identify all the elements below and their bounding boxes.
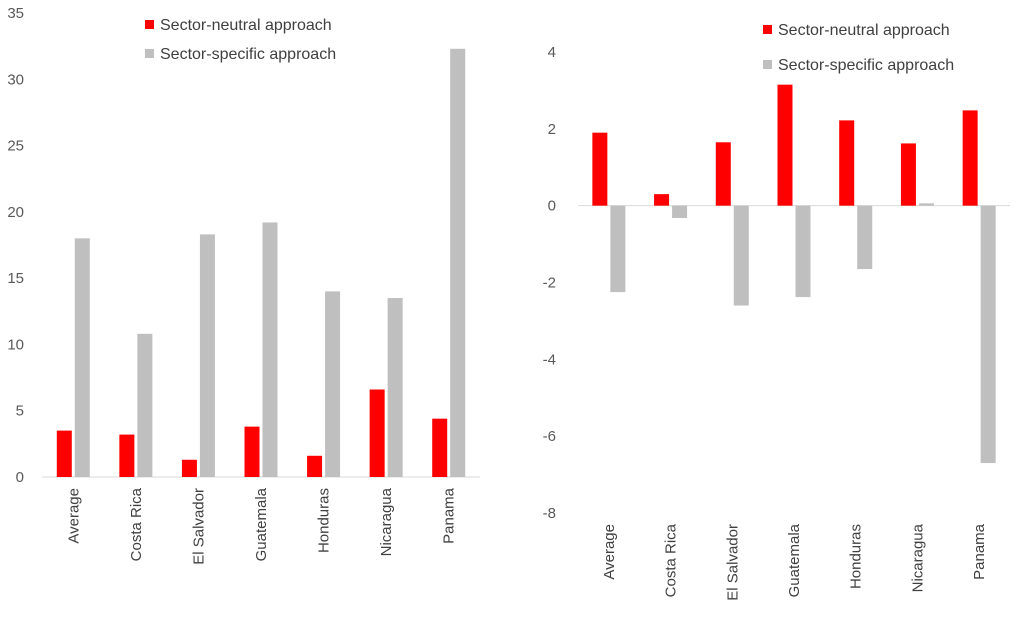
bar-sector-specific-approach-panama bbox=[450, 48, 466, 478]
category-label: Guatemala bbox=[253, 487, 270, 561]
bar-sector-neutral-approach-guatemala bbox=[244, 426, 260, 477]
category-label: Costa Rica bbox=[128, 487, 145, 561]
legend-label: Sector-specific approach bbox=[160, 46, 336, 63]
legend-swatch bbox=[763, 60, 772, 69]
bar-sector-specific-approach-nicaragua bbox=[387, 298, 403, 477]
bar-sector-specific-approach-costa-rica bbox=[137, 333, 153, 477]
legend-label: Sector-specific approach bbox=[778, 57, 954, 74]
y-tick-label: 0 bbox=[16, 469, 24, 486]
y-tick-label: -4 bbox=[543, 351, 556, 368]
bar-sector-neutral-approach-nicaragua bbox=[900, 143, 916, 206]
bar-sector-specific-approach-guatemala bbox=[795, 205, 811, 298]
legend-label: Sector-neutral approach bbox=[778, 22, 950, 39]
y-tick-label: 15 bbox=[7, 270, 24, 287]
legend-label: Sector-neutral approach bbox=[160, 17, 332, 34]
y-tick-label: 10 bbox=[7, 336, 24, 353]
bar-sector-neutral-approach-panama bbox=[962, 110, 978, 206]
bar-sector-specific-approach-panama bbox=[980, 205, 996, 464]
y-tick-label: 4 bbox=[548, 44, 556, 61]
bar-sector-specific-approach-honduras bbox=[325, 291, 341, 477]
y-tick-label: -6 bbox=[543, 428, 556, 445]
bar-sector-neutral-approach-average bbox=[56, 430, 72, 477]
legend-swatch bbox=[763, 25, 772, 34]
y-tick-label: -8 bbox=[543, 505, 556, 522]
bar-sector-neutral-approach-el-salvador bbox=[181, 459, 197, 477]
category-label: Panama bbox=[441, 487, 458, 544]
legend-swatch bbox=[145, 20, 154, 29]
category-label: Nicaragua bbox=[378, 487, 395, 556]
bar-sector-specific-approach-nicaragua bbox=[918, 203, 934, 206]
category-label: Nicaragua bbox=[909, 523, 926, 592]
category-label: Guatemala bbox=[786, 523, 803, 597]
chart-1: 0 5 10 15 20 25 30 35 Average Costa Rica El Salvad… bbox=[7, 5, 480, 565]
bar-sector-specific-approach-honduras bbox=[857, 205, 873, 270]
bar-sector-neutral-approach-honduras bbox=[839, 120, 855, 206]
bar-sector-specific-approach-el-salvador bbox=[199, 234, 215, 477]
bar-sector-neutral-approach-guatemala bbox=[777, 84, 793, 206]
category-label: Honduras bbox=[316, 488, 333, 553]
bar-sector-specific-approach-el-salvador bbox=[733, 205, 749, 306]
bar-sector-neutral-approach-panama bbox=[432, 418, 448, 477]
bar-sector-neutral-approach-average bbox=[592, 132, 608, 206]
bar-sector-neutral-approach-nicaragua bbox=[369, 389, 385, 477]
bar-sector-specific-approach-average bbox=[74, 238, 90, 477]
bar-sector-specific-approach-guatemala bbox=[262, 222, 278, 477]
y-tick-label: 25 bbox=[7, 138, 24, 155]
bar-sector-neutral-approach-costa-rica bbox=[119, 434, 135, 477]
bar-sector-neutral-approach-costa-rica bbox=[654, 194, 670, 206]
y-tick-label: -2 bbox=[543, 275, 556, 292]
y-tick-label: 0 bbox=[548, 198, 556, 215]
category-label: El Salvador bbox=[724, 524, 741, 601]
category-label: Honduras bbox=[848, 524, 865, 589]
y-tick-label: 30 bbox=[7, 71, 24, 88]
y-tick-label: 35 bbox=[7, 5, 24, 22]
category-label: Costa Rica bbox=[663, 523, 680, 597]
category-label: El Salvador bbox=[190, 488, 207, 565]
chart-2: -8 -6 -4 -2 0 2 4 Average Costa Rica El Salvador G… bbox=[543, 22, 1010, 601]
category-label: Average bbox=[65, 488, 82, 544]
bar-sector-neutral-approach-honduras bbox=[307, 455, 323, 477]
bar-sector-neutral-approach-el-salvador bbox=[715, 142, 731, 206]
legend-swatch bbox=[145, 49, 154, 58]
bar-sector-specific-approach-average bbox=[610, 205, 626, 293]
category-label: Panama bbox=[971, 523, 988, 580]
y-tick-label: 2 bbox=[548, 121, 556, 138]
bar-sector-specific-approach-costa-rica bbox=[672, 205, 688, 218]
category-label: Average bbox=[601, 524, 618, 580]
y-tick-label: 20 bbox=[7, 204, 24, 221]
y-tick-label: 5 bbox=[16, 403, 24, 420]
